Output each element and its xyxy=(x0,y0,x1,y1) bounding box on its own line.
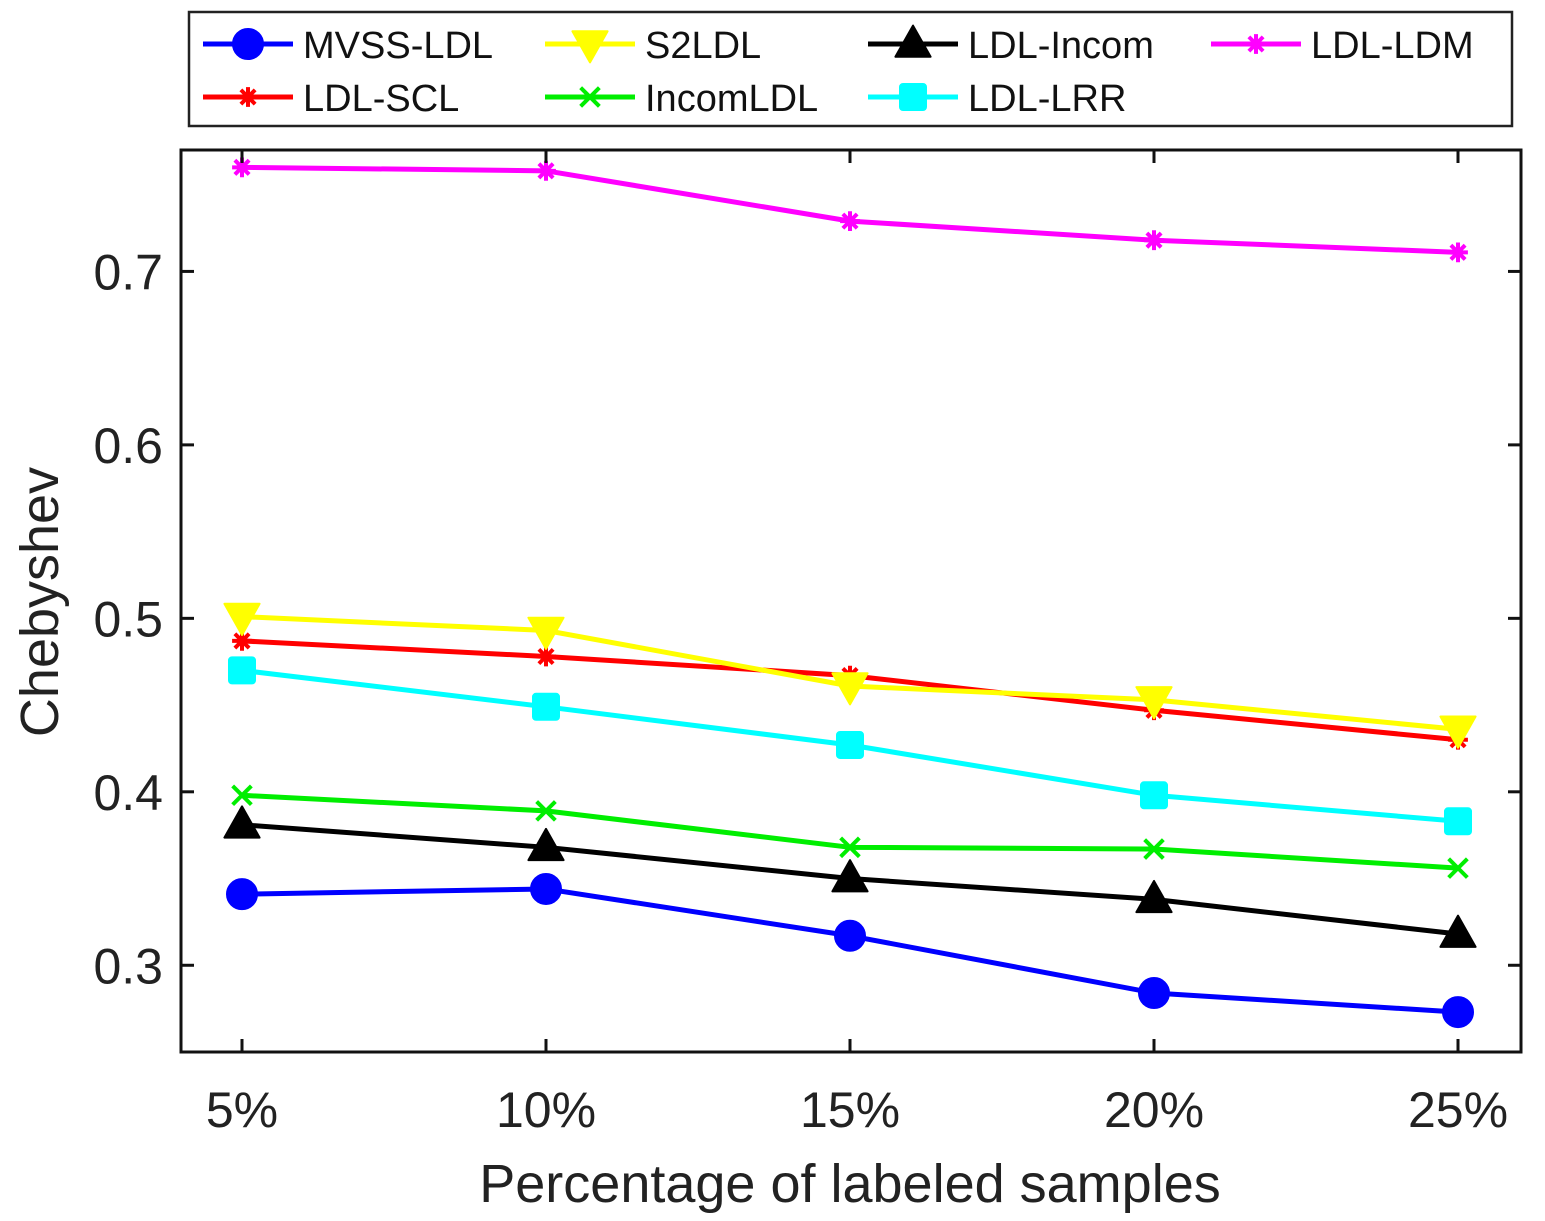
y-tick-label: 0.6 xyxy=(93,418,163,474)
y-tick-label: 0.7 xyxy=(93,244,163,300)
legend-marker xyxy=(894,24,932,58)
data-point-ldl-ldm xyxy=(840,211,860,232)
data-point-ldl-lrr xyxy=(228,656,256,685)
data-point-mvss-ldl xyxy=(834,919,866,952)
plot-area xyxy=(179,148,1523,1054)
legend-item-ldl-lrr: LDL-LRR xyxy=(868,78,1126,120)
data-point-incomldl xyxy=(1143,838,1165,860)
data-point-ldl-scl xyxy=(232,630,252,651)
legend-label: LDL-SCL xyxy=(303,78,459,120)
legend-label: LDL-LDM xyxy=(1311,25,1474,67)
series-ldl-lrr xyxy=(228,656,1472,836)
data-point-incomldl xyxy=(839,836,861,859)
data-point-ldl-incom xyxy=(1439,914,1477,948)
data-point-mvss-ldl xyxy=(1138,977,1170,1010)
data-point-incomldl xyxy=(231,784,253,807)
y-axis-title: Chebyshev xyxy=(10,467,70,737)
series-mvss-ldl xyxy=(226,872,1474,1029)
x-tick-label: 25% xyxy=(1408,1082,1508,1138)
legend-label: S2LDL xyxy=(645,25,761,67)
data-point-ldl-ldm xyxy=(1448,242,1468,263)
series-ldl-incom xyxy=(223,805,1477,948)
x-tick-label: 10% xyxy=(496,1082,596,1138)
legend-marker xyxy=(1246,34,1266,54)
legend-item-mvss-ldl: MVSS-LDL xyxy=(203,25,493,67)
legend-item-ldl-scl: LDL-SCL xyxy=(203,78,459,120)
y-tick-label: 0.4 xyxy=(93,765,163,821)
data-point-ldl-incom xyxy=(527,827,565,862)
series-layer xyxy=(223,157,1477,1029)
legend-marker xyxy=(238,87,258,107)
data-point-incomldl xyxy=(535,800,557,822)
data-point-s2ldl xyxy=(1439,715,1477,749)
data-point-ldl-incom xyxy=(223,805,261,839)
data-point-ldl-ldm xyxy=(536,160,556,181)
x-axis-title: Percentage of labeled samples xyxy=(479,1154,1220,1214)
data-point-mvss-ldl xyxy=(530,872,562,905)
legend-item-s2ldl: S2LDL xyxy=(545,25,761,67)
data-point-ldl-incom xyxy=(1135,879,1173,914)
legend-item-ldl-incom: LDL-Incom xyxy=(868,24,1154,67)
y-tick-label: 0.5 xyxy=(93,591,163,647)
x-tick-label: 15% xyxy=(800,1082,900,1138)
legend-item-incomldl: IncomLDL xyxy=(545,78,818,120)
legend: MVSS-LDL S2LDL LDL-Incom LDL-LDM LDL-SCL Inco… xyxy=(203,24,1474,120)
data-point-ldl-lrr xyxy=(1140,781,1168,810)
legend-marker xyxy=(579,86,601,108)
legend-marker xyxy=(232,28,264,60)
legend-label: IncomLDL xyxy=(645,78,818,120)
axes-layer: 0.3 0.4 0.5 0.6 0.7 5% 10% 15% 20% 25% xyxy=(93,150,1521,1138)
data-point-ldl-lrr xyxy=(1444,807,1472,836)
legend-label: MVSS-LDL xyxy=(303,25,493,67)
data-point-ldl-incom xyxy=(831,859,869,893)
x-tick-label: 5% xyxy=(206,1082,278,1138)
legend-marker xyxy=(571,30,609,64)
data-point-ldl-scl xyxy=(536,646,556,667)
data-point-mvss-ldl xyxy=(226,878,258,911)
x-tick-label: 20% xyxy=(1104,1082,1204,1138)
legend-label: LDL-LRR xyxy=(968,78,1126,120)
data-point-s2ldl xyxy=(223,602,261,637)
legend-marker xyxy=(899,83,927,111)
data-point-s2ldl xyxy=(527,616,565,650)
y-tick-label: 0.3 xyxy=(93,938,163,994)
legend-item-ldl-ldm: LDL-LDM xyxy=(1211,25,1474,67)
data-point-s2ldl xyxy=(831,672,869,706)
data-point-incomldl xyxy=(1447,857,1469,879)
data-point-ldl-ldm xyxy=(1144,230,1164,251)
series-s2ldl xyxy=(223,602,1477,749)
series-ldl-ldm xyxy=(232,157,1468,263)
data-point-ldl-lrr xyxy=(532,692,560,721)
data-point-s2ldl xyxy=(1135,686,1173,720)
series-incomldl xyxy=(231,784,1469,879)
data-point-ldl-ldm xyxy=(232,157,252,178)
data-point-ldl-lrr xyxy=(836,730,864,759)
data-point-mvss-ldl xyxy=(1442,996,1474,1029)
legend-label: LDL-Incom xyxy=(968,25,1154,67)
legend-box xyxy=(187,10,1514,128)
